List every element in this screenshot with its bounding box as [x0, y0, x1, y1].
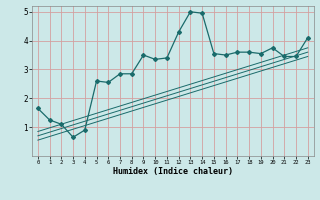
X-axis label: Humidex (Indice chaleur): Humidex (Indice chaleur): [113, 167, 233, 176]
